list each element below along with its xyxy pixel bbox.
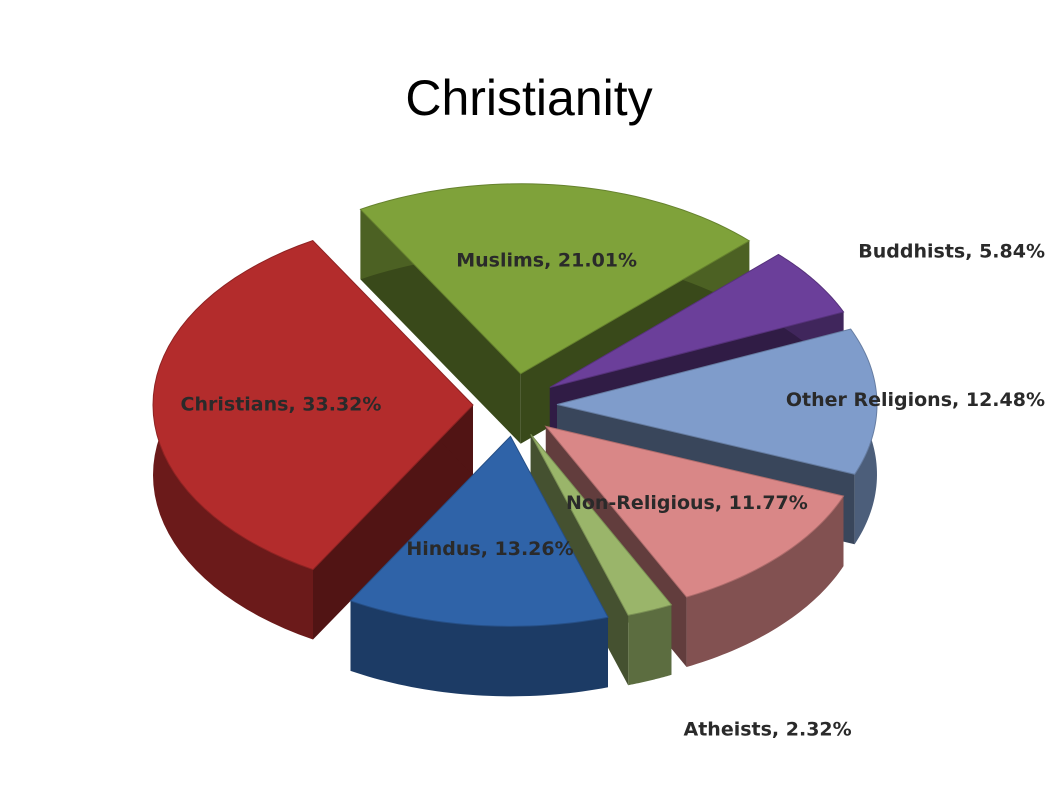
- data-label: Muslims, 21.01%: [456, 249, 637, 271]
- data-label: Hindus, 13.26%: [406, 538, 573, 560]
- pie: [152, 183, 878, 697]
- slice-wall: [313, 405, 473, 640]
- data-label: Buddhists, 5.84%: [858, 240, 1045, 262]
- slice-side: [628, 604, 672, 686]
- slice: [530, 433, 673, 616]
- data-label: Atheists, 2.32%: [684, 718, 852, 740]
- slice-side: [350, 600, 608, 697]
- data-label: Non-Religious, 11.77%: [566, 492, 808, 514]
- slice: [152, 239, 474, 571]
- slice-wall: [360, 209, 521, 444]
- chart-title: Christianity: [405, 70, 652, 126]
- data-label: Christians, 33.32%: [181, 394, 382, 416]
- slice: [544, 425, 845, 598]
- data-label: Other Religions, 12.48%: [786, 389, 1045, 411]
- labels: Christians, 33.32% Muslims, 21.01% Buddhis…: [181, 240, 1045, 740]
- slice: [349, 435, 609, 627]
- slice: [556, 328, 878, 475]
- slice: [359, 183, 751, 375]
- slice: [549, 253, 845, 388]
